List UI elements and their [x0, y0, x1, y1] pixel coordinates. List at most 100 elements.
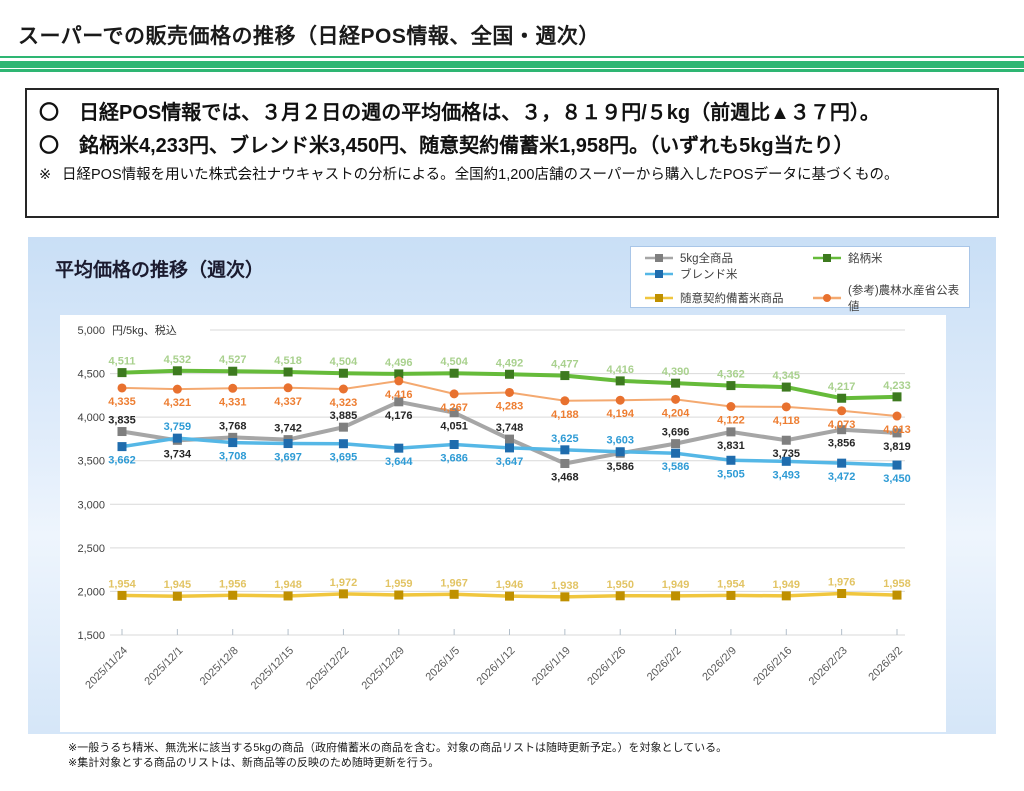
- data-point: [671, 591, 680, 600]
- data-point: [560, 445, 569, 454]
- data-point: [394, 444, 403, 453]
- legend-marker-icon: [813, 293, 841, 303]
- data-point: [893, 412, 902, 421]
- data-label: 4,511: [109, 356, 136, 368]
- data-label: 4,504: [440, 356, 468, 368]
- data-point: [782, 591, 791, 600]
- data-point: [118, 442, 127, 451]
- data-point: [616, 447, 625, 456]
- x-tick-label: 2025/12/29: [359, 645, 406, 692]
- data-point: [726, 427, 735, 436]
- data-label: 1,976: [828, 577, 856, 589]
- data-point: [450, 440, 459, 449]
- data-label: 4,267: [440, 402, 468, 414]
- x-tick-label: 2025/11/24: [83, 645, 130, 692]
- data-point: [726, 591, 735, 600]
- data-label: 4,013: [883, 424, 911, 436]
- data-label: 3,819: [883, 441, 911, 453]
- footnote-line: ※一般うるち精米、無洗米に該当する5kgの商品（政府備蓄米の商品を含む。対象の商…: [68, 741, 727, 756]
- data-point: [837, 394, 846, 403]
- data-label: 1,949: [773, 579, 801, 591]
- data-point: [450, 389, 459, 398]
- x-tick-label: 2025/12/1: [142, 645, 185, 688]
- data-label: 4,416: [385, 389, 413, 401]
- circle-bullet-icon: 〇: [39, 130, 79, 163]
- data-point: [726, 381, 735, 390]
- data-point: [893, 461, 902, 470]
- data-point: [616, 396, 625, 405]
- data-point: [394, 376, 403, 385]
- summary-line-2-text: 銘柄米4,233円、ブレンド米3,450円、随意契約備蓄米1,958円。（いずれ…: [79, 130, 854, 163]
- data-label: 4,337: [274, 396, 302, 408]
- data-label: 1,948: [274, 579, 302, 591]
- data-point: [339, 384, 348, 393]
- x-tick-label: 2026/2/2: [645, 645, 684, 684]
- data-label: 3,696: [662, 427, 690, 439]
- data-point: [782, 436, 791, 445]
- data-label: 4,233: [883, 380, 911, 392]
- chart-legend: 5kg全商品ブレンド米随意契約備蓄米商品銘柄米(参考)農林水産省公表値: [630, 246, 970, 308]
- data-label: 4,321: [164, 397, 192, 409]
- data-point: [782, 402, 791, 411]
- chart-panel-title: 平均価格の推移（週次）: [55, 255, 264, 282]
- data-point: [228, 438, 237, 447]
- data-point: [284, 368, 293, 377]
- x-tick-label: 2026/3/2: [866, 645, 905, 684]
- legend-marker-icon: [645, 269, 673, 279]
- data-point: [339, 369, 348, 378]
- legend-label: (参考)農林水産省公表値: [848, 282, 965, 314]
- legend-item: (参考)農林水産省公表値: [813, 282, 965, 314]
- footnotes: ※一般うるち精米、無洗米に該当する5kgの商品（政府備蓄米の商品を含む。対象の商…: [68, 741, 727, 771]
- data-label: 4,176: [385, 410, 413, 422]
- data-label: 1,972: [330, 577, 358, 589]
- data-label: 1,945: [164, 579, 192, 591]
- x-tick-label: 2025/12/15: [249, 645, 296, 692]
- data-label: 3,697: [274, 452, 302, 464]
- data-label: 4,416: [606, 364, 634, 376]
- data-label: 4,283: [496, 400, 524, 412]
- data-label: 3,768: [219, 420, 247, 432]
- data-label: 3,708: [219, 451, 247, 463]
- legend-item: 随意契約備蓄米商品: [645, 282, 813, 314]
- data-label: 3,831: [717, 440, 745, 452]
- data-point: [118, 368, 127, 377]
- data-point: [726, 402, 735, 411]
- data-label: 3,644: [385, 456, 413, 468]
- legend-label: ブレンド米: [680, 266, 738, 282]
- data-label: 4,073: [828, 419, 856, 431]
- data-point: [560, 371, 569, 380]
- page-title: スーパーでの販売価格の推移（日経POS情報、全国・週次）: [18, 20, 600, 50]
- x-tick-label: 2026/1/5: [423, 645, 462, 684]
- data-label: 4,527: [219, 354, 247, 366]
- data-label: 4,335: [108, 396, 136, 408]
- data-label: 4,477: [551, 359, 579, 371]
- data-point: [505, 592, 514, 601]
- legend-marker-icon: [813, 253, 841, 263]
- y-tick-label: 3,500: [77, 456, 105, 468]
- data-label: 4,504: [330, 356, 358, 368]
- series-3: 1,9541,9451,9561,9481,9721,9591,9671,946…: [108, 577, 911, 602]
- data-point: [782, 457, 791, 466]
- legend-label: 5kg全商品: [680, 250, 733, 266]
- data-point: [228, 367, 237, 376]
- data-point: [339, 589, 348, 598]
- data-point: [284, 591, 293, 600]
- y-tick-label: 2,500: [77, 543, 105, 555]
- data-label: 1,938: [551, 580, 579, 592]
- legend-marker-icon: [645, 253, 673, 263]
- data-point: [118, 383, 127, 392]
- data-point: [726, 456, 735, 465]
- slide: スーパーでの販売価格の推移（日経POS情報、全国・週次） 〇 日経POS情報では…: [0, 0, 1024, 791]
- summary-line-1: 〇 日経POS情報では、３月２日の週の平均価格は、３，８１９円/５kg（前週比▲…: [39, 97, 985, 130]
- data-label: 1,959: [385, 578, 413, 590]
- data-point: [671, 449, 680, 458]
- data-label: 1,954: [717, 578, 745, 590]
- chart-panel: 平均価格の推移（週次） 5kg全商品ブレンド米随意契約備蓄米商品銘柄米(参考)農…: [28, 237, 996, 734]
- data-label: 1,967: [440, 577, 468, 589]
- axis-unit-label: 円/5kg、税込: [112, 323, 177, 337]
- x-tick-label: 2026/1/26: [585, 645, 628, 688]
- data-label: 3,493: [773, 469, 801, 481]
- data-label: 4,194: [606, 408, 634, 420]
- summary-note: ※ 日経POS情報を用いた株式会社ナウキャストの分析による。全国約1,200店舗…: [39, 166, 985, 185]
- data-label: 3,748: [496, 422, 524, 434]
